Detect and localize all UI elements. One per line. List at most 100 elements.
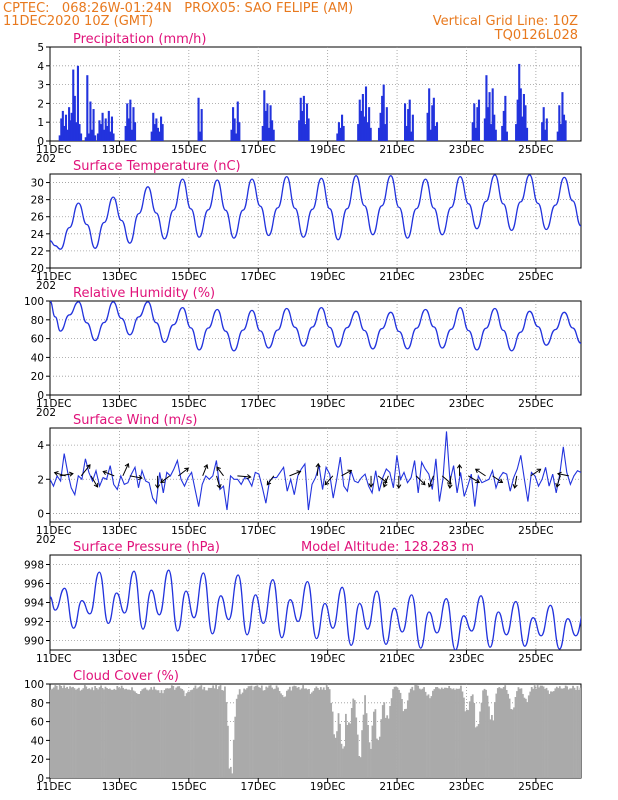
cloud-bar xyxy=(516,691,518,778)
precip-bar xyxy=(238,122,241,141)
precip-bar xyxy=(58,135,61,141)
cloud-bar xyxy=(396,687,399,778)
cloud-bar xyxy=(536,685,539,778)
x-tick-label: 13DEC xyxy=(102,398,137,410)
cloud-bar xyxy=(340,743,343,778)
precip-bar xyxy=(124,125,127,141)
x-tick-label: 13DEC xyxy=(102,525,137,537)
precip-bar xyxy=(155,118,158,141)
cloud-bar xyxy=(144,687,147,778)
cloud-bar xyxy=(297,687,300,778)
cloud-bar xyxy=(380,719,383,778)
precip-bar xyxy=(84,137,87,141)
cloud-bar xyxy=(119,688,122,778)
wind-vector-head xyxy=(536,468,542,474)
precip-bar xyxy=(490,124,493,141)
cloud-bar xyxy=(527,695,530,778)
y-tick-label: 4 xyxy=(37,61,44,73)
y-tick-label: 28 xyxy=(31,195,44,207)
cloud-bar xyxy=(557,688,560,778)
cloud-bar xyxy=(505,690,508,778)
cloud-bar xyxy=(408,692,411,778)
cloud-bar xyxy=(212,685,215,778)
cloud-bar xyxy=(471,694,474,778)
precip-bar xyxy=(266,103,269,141)
cloud-bar xyxy=(384,717,387,778)
cloud-bar xyxy=(104,686,107,778)
cloud-bar xyxy=(468,701,471,778)
y-tick-label: 100 xyxy=(24,679,44,691)
wind-vector xyxy=(129,475,143,479)
precip-bar xyxy=(434,125,437,141)
cloud-bar xyxy=(488,706,490,778)
wind-vector-head xyxy=(368,483,374,488)
panel-body xyxy=(50,301,581,352)
cloud-bar xyxy=(395,686,397,778)
cloud-bar xyxy=(473,703,476,778)
precip-bar xyxy=(104,118,107,141)
cloud-bar xyxy=(570,688,573,778)
cloud-bar xyxy=(355,717,358,778)
cloud-bar xyxy=(365,713,368,778)
precip-bar xyxy=(488,92,491,141)
wind-vector-head xyxy=(427,482,433,488)
cloud-bar xyxy=(83,685,86,778)
precip-bar xyxy=(199,131,202,141)
cloud-bar xyxy=(243,688,246,778)
precip-bar xyxy=(407,109,410,141)
wind-vector xyxy=(492,475,503,483)
precip-bar xyxy=(505,131,508,141)
x-tick-label: 11DEC xyxy=(36,271,71,283)
cloud-bar xyxy=(404,709,406,778)
cloud-bar xyxy=(319,687,322,778)
precip-bar xyxy=(379,112,382,141)
cloud-bar xyxy=(178,686,181,778)
cloud-bar xyxy=(417,685,420,778)
cloud-bar xyxy=(269,685,272,778)
x-tick-label: 15DEC xyxy=(171,525,206,537)
header-date: 11DEC2020 10Z (GMT) xyxy=(3,14,153,29)
wind-vector xyxy=(122,463,129,477)
cloud-bar xyxy=(201,689,204,778)
y-tick-label: 100 xyxy=(24,296,44,308)
cloud-bar xyxy=(499,688,502,778)
cloud-bar xyxy=(271,687,274,778)
x-tick-label: 15DEC xyxy=(171,653,206,665)
precip-bar xyxy=(103,129,106,141)
cloud-bar xyxy=(381,705,384,778)
cloud-bar xyxy=(72,686,74,778)
y-tick-label: 996 xyxy=(24,579,44,591)
cloud-bar xyxy=(463,697,465,778)
cloud-bar xyxy=(446,688,449,778)
cloud-bar xyxy=(116,686,119,778)
cloud-bar xyxy=(122,687,125,778)
cloud-bar xyxy=(203,687,206,778)
precip-bar xyxy=(562,114,566,141)
wind-vector xyxy=(103,470,115,477)
cloud-bar xyxy=(539,685,542,778)
cloud-bar xyxy=(125,688,128,778)
cloud-bar xyxy=(482,690,484,778)
cloud-bar xyxy=(138,694,141,778)
cloud-bar xyxy=(564,685,567,778)
x-tick-label: 23DEC xyxy=(449,781,484,793)
cloud-bar xyxy=(168,688,170,778)
x-year-label: 202 xyxy=(36,153,56,165)
precip-bar xyxy=(87,133,90,141)
precip-bar xyxy=(152,112,155,141)
y-tick-label: 80 xyxy=(31,698,44,710)
precip-bar xyxy=(408,99,411,141)
precip-bar xyxy=(261,125,264,141)
cloud-bar xyxy=(480,702,483,778)
precip-bar xyxy=(96,133,99,141)
x-tick-label: 21DEC xyxy=(379,271,414,283)
y-tick-label: 0 xyxy=(37,508,44,520)
cloud-bar xyxy=(337,713,340,778)
cloud-bar xyxy=(467,710,470,778)
y-tick-label: 40 xyxy=(31,735,44,747)
cloud-bar xyxy=(147,690,150,778)
wind-vector xyxy=(467,475,480,483)
cloud-bar xyxy=(542,686,545,778)
cloud-bar xyxy=(197,687,200,778)
precip-bar xyxy=(360,110,363,141)
